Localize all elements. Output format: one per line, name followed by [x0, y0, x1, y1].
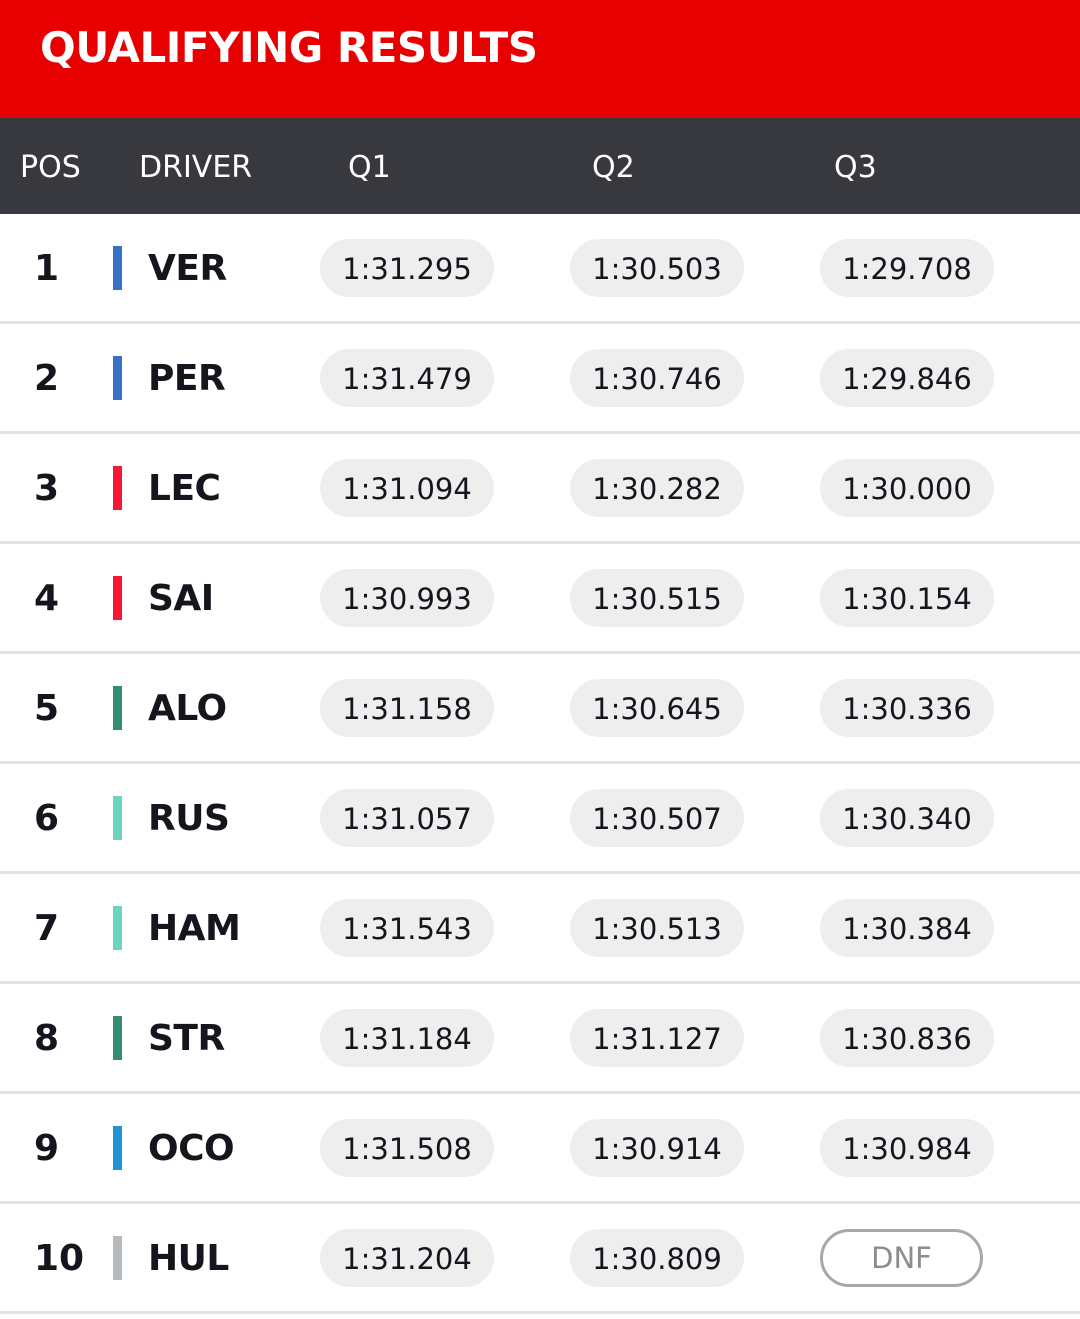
position-cell: 6: [34, 798, 60, 839]
column-header-q3: Q3: [834, 150, 877, 185]
q1-time: 1:31.508: [320, 1119, 494, 1177]
q3-time: 1:30.000: [820, 459, 994, 517]
q3-time: 1:30.384: [820, 899, 994, 957]
q1-time: 1:31.295: [320, 239, 494, 297]
column-header-q2: Q2: [592, 150, 635, 185]
column-header-q1: Q1: [348, 150, 391, 185]
q1-time: 1:31.057: [320, 789, 494, 847]
q3-time: 1:29.708: [820, 239, 994, 297]
table-row: 5 ALO 1:31.158 1:30.645 1:30.336: [0, 654, 1080, 764]
q2-time: 1:30.507: [570, 789, 744, 847]
q2-time: 1:30.809: [570, 1229, 744, 1287]
team-color-bar: [113, 356, 122, 400]
team-color-bar: [113, 576, 122, 620]
team-color-bar: [113, 686, 122, 730]
position-cell: 10: [34, 1238, 85, 1279]
driver-code: VER: [148, 248, 227, 289]
driver-code: HAM: [148, 908, 241, 949]
q1-time: 1:31.204: [320, 1229, 494, 1287]
driver-code: SAI: [148, 578, 214, 619]
q2-time: 1:30.503: [570, 239, 744, 297]
q1-time: 1:31.158: [320, 679, 494, 737]
table-row: 9 OCO 1:31.508 1:30.914 1:30.984: [0, 1094, 1080, 1204]
q3-time: 1:30.336: [820, 679, 994, 737]
q2-time: 1:30.282: [570, 459, 744, 517]
position-cell: 2: [34, 358, 60, 399]
table-row: 4 SAI 1:30.993 1:30.515 1:30.154: [0, 544, 1080, 654]
team-color-bar: [113, 246, 122, 290]
team-color-bar: [113, 1126, 122, 1170]
column-header-driver: DRIVER: [139, 150, 253, 185]
q2-time: 1:30.513: [570, 899, 744, 957]
title-bar: QUALIFYING RESULTS: [0, 0, 1080, 118]
table-row: 7 HAM 1:31.543 1:30.513 1:30.384: [0, 874, 1080, 984]
q2-time: 1:30.914: [570, 1119, 744, 1177]
q1-time: 1:31.479: [320, 349, 494, 407]
position-cell: 9: [34, 1128, 60, 1169]
table-row: 6 RUS 1:31.057 1:30.507 1:30.340: [0, 764, 1080, 874]
q1-time: 1:30.993: [320, 569, 494, 627]
table-row: 8 STR 1:31.184 1:31.127 1:30.836: [0, 984, 1080, 1094]
q2-time: 1:31.127: [570, 1009, 744, 1067]
position-cell: 1: [34, 248, 60, 289]
team-color-bar: [113, 466, 122, 510]
position-cell: 7: [34, 908, 60, 949]
team-color-bar: [113, 1016, 122, 1060]
q1-time: 1:31.543: [320, 899, 494, 957]
table-row: 10 HUL 1:31.204 1:30.809 DNF: [0, 1204, 1080, 1314]
team-color-bar: [113, 796, 122, 840]
q3-time: 1:30.836: [820, 1009, 994, 1067]
table-header: POS DRIVER Q1 Q2 Q3: [0, 118, 1080, 214]
q2-time: 1:30.645: [570, 679, 744, 737]
driver-code: OCO: [148, 1128, 235, 1169]
q2-time: 1:30.515: [570, 569, 744, 627]
team-color-bar: [113, 1236, 122, 1280]
q3-time: 1:30.154: [820, 569, 994, 627]
table-row: 2 PER 1:31.479 1:30.746 1:29.846: [0, 324, 1080, 434]
position-cell: 5: [34, 688, 60, 729]
q2-time: 1:30.746: [570, 349, 744, 407]
table-row: 3 LEC 1:31.094 1:30.282 1:30.000: [0, 434, 1080, 544]
position-cell: 4: [34, 578, 60, 619]
driver-code: LEC: [148, 468, 221, 509]
driver-code: RUS: [148, 798, 230, 839]
driver-code: HUL: [148, 1238, 229, 1279]
column-header-pos: POS: [20, 150, 81, 185]
q3-time: 1:30.984: [820, 1119, 994, 1177]
table-row: 1 VER 1:31.295 1:30.503 1:29.708: [0, 214, 1080, 324]
position-cell: 8: [34, 1018, 60, 1059]
position-cell: 3: [34, 468, 60, 509]
results-table: 1 VER 1:31.295 1:30.503 1:29.708 2 PER 1…: [0, 214, 1080, 1314]
driver-code: PER: [148, 358, 226, 399]
team-color-bar: [113, 906, 122, 950]
q3-time: 1:29.846: [820, 349, 994, 407]
q3-time: 1:30.340: [820, 789, 994, 847]
driver-code: STR: [148, 1018, 225, 1059]
driver-code: ALO: [148, 688, 227, 729]
q1-time: 1:31.094: [320, 459, 494, 517]
page-title: QUALIFYING RESULTS: [40, 23, 538, 72]
q3-dnf-badge: DNF: [820, 1229, 983, 1287]
q1-time: 1:31.184: [320, 1009, 494, 1067]
